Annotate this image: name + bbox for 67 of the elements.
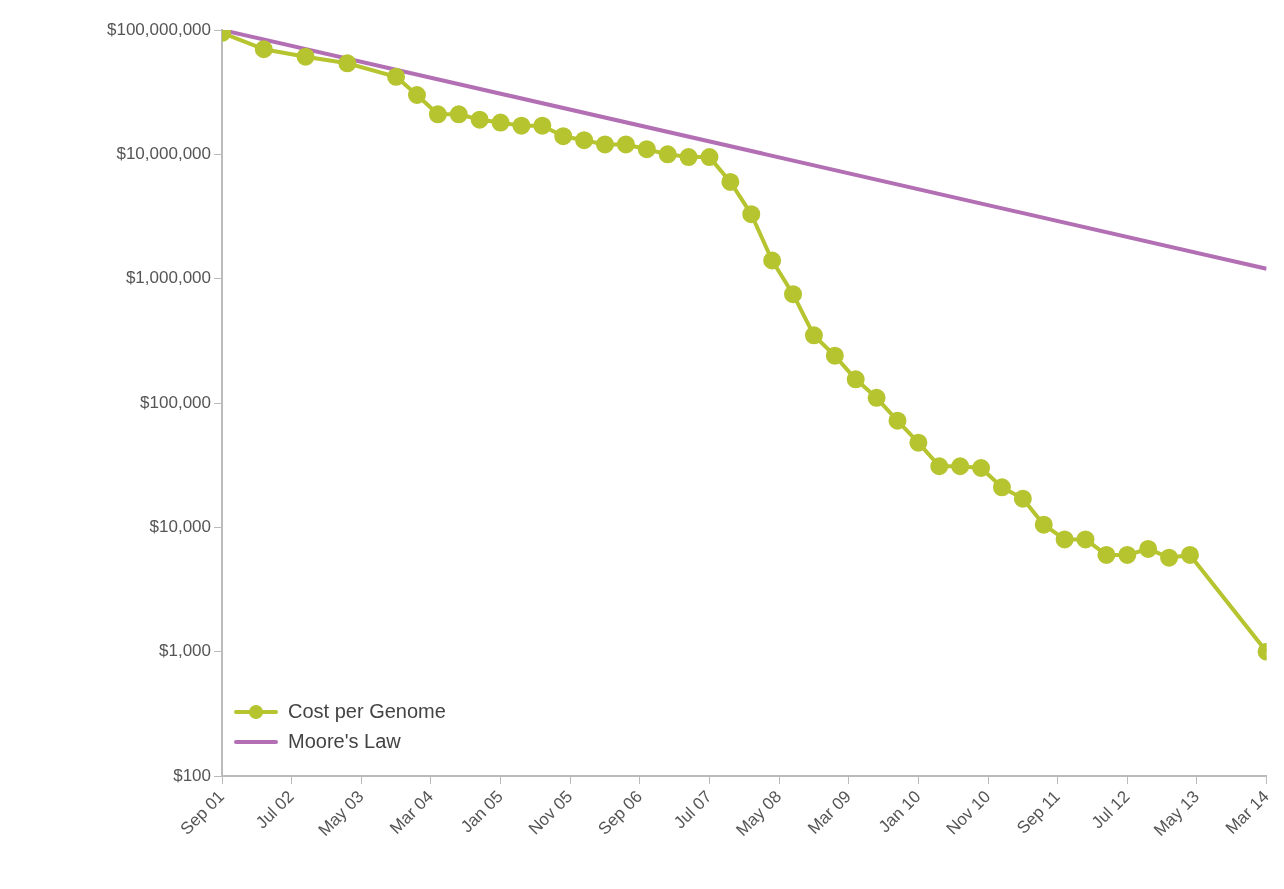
point (930, 457, 949, 476)
y-tick-label: $100,000,000 (107, 19, 211, 39)
point (491, 113, 510, 132)
x-tick-label: May 08 (732, 786, 786, 840)
point (825, 346, 844, 365)
point (784, 285, 803, 304)
point (1118, 545, 1137, 564)
point (721, 172, 740, 191)
point (679, 148, 698, 167)
point (338, 54, 357, 73)
x-tick-label: Sep 11 (1013, 786, 1064, 838)
x-tick-label: Sep 06 (594, 786, 646, 839)
point (512, 116, 531, 135)
point (533, 116, 552, 135)
point (888, 411, 907, 430)
point (804, 326, 823, 345)
point (470, 110, 489, 129)
point (1034, 515, 1053, 534)
point (1180, 545, 1199, 564)
x-tick-label: Mar 14 (1221, 786, 1273, 838)
x-tick-label: Mar 09 (804, 786, 855, 838)
point (846, 370, 865, 389)
point (742, 205, 761, 224)
point (992, 478, 1011, 497)
point (387, 67, 406, 86)
x-tick-label: Mar 04 (386, 786, 438, 838)
point (1055, 530, 1074, 549)
point (575, 131, 594, 150)
x-tick-label: Nov 10 (942, 786, 995, 839)
x-tick-label: Jul 07 (670, 786, 716, 833)
point (763, 251, 782, 270)
point (909, 433, 928, 452)
point (554, 127, 573, 146)
point (700, 148, 719, 167)
y-tick-label: $10,000 (149, 517, 211, 537)
x-tick-label: Jul 12 (1087, 786, 1134, 833)
point (1139, 539, 1158, 558)
y-tick-label: $1,000 (159, 641, 211, 661)
legend-label: Moore's Law (288, 729, 402, 752)
x-tick-label: Nov 05 (524, 786, 577, 839)
y-tick-label: $100 (173, 765, 211, 785)
point (867, 388, 886, 407)
point (616, 135, 635, 154)
point (296, 47, 315, 66)
point (951, 457, 970, 476)
y-tick-label: $100,000 (140, 392, 211, 412)
point (637, 140, 656, 159)
x-tick-label: Sep 01 (176, 786, 229, 839)
point (596, 135, 615, 154)
point (254, 40, 273, 59)
point (449, 105, 468, 124)
point (407, 86, 426, 105)
point (1097, 545, 1116, 564)
point (1013, 489, 1032, 508)
x-tick-label: May 13 (1150, 786, 1204, 840)
point (1076, 530, 1095, 549)
legend-label: Cost per Genome (288, 699, 446, 722)
point (658, 145, 677, 164)
y-tick-label: $1,000,000 (125, 268, 211, 288)
x-tick-label: Jan 05 (457, 786, 507, 837)
x-tick-label: Jul 02 (252, 786, 298, 833)
x-tick-label: May 03 (314, 786, 368, 840)
point (972, 459, 991, 478)
point (428, 105, 447, 124)
x-tick-label: Jan 10 (875, 786, 925, 837)
y-tick-label: $10,000,000 (116, 144, 211, 164)
point (1160, 548, 1179, 567)
